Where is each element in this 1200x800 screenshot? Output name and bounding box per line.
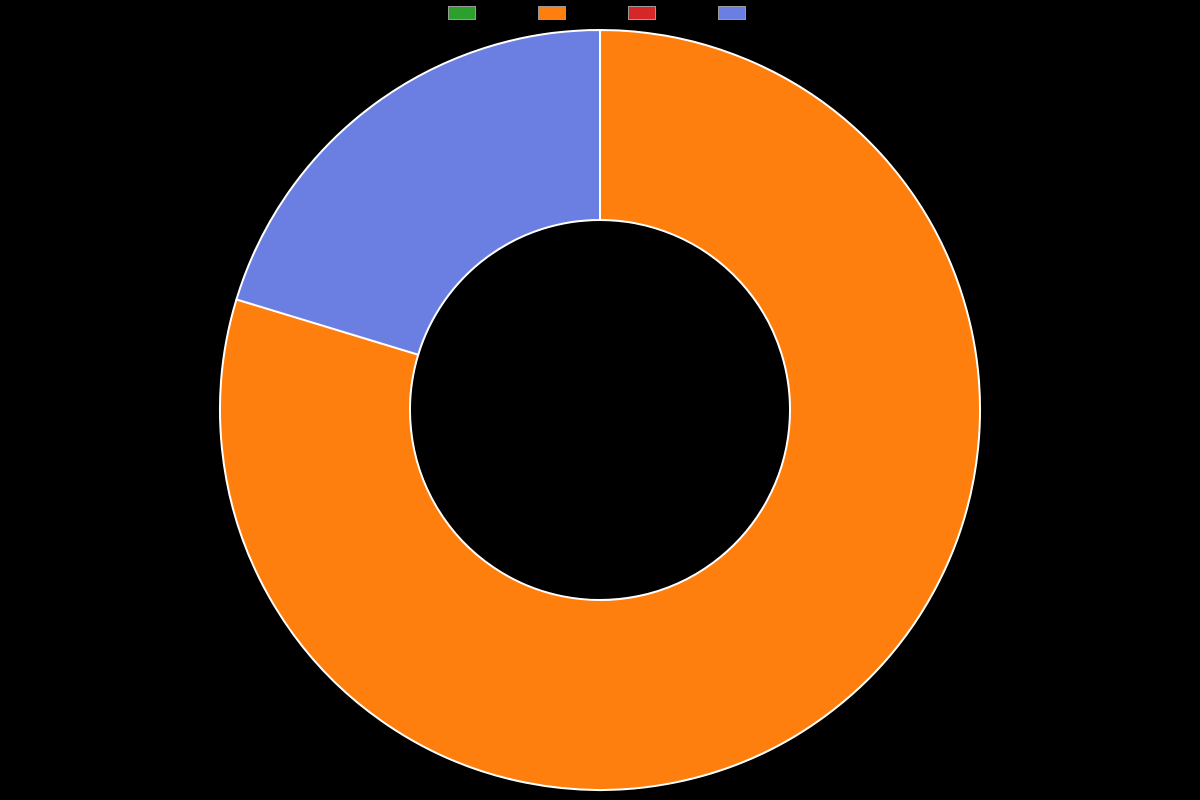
chart-container: [0, 0, 1200, 800]
donut-slice: [236, 30, 600, 355]
donut-chart: [0, 0, 1200, 800]
donut-svg: [0, 0, 1200, 800]
donut-slices: [220, 30, 980, 790]
